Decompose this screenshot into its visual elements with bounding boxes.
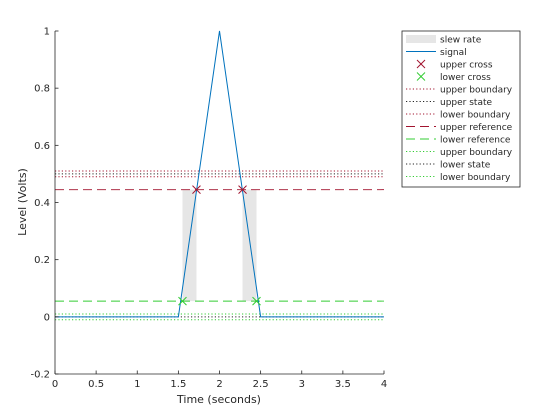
legend-label-8: lower reference — [440, 136, 511, 146]
legend-label-5: upper state — [440, 98, 492, 108]
legend-label-0: slew rate — [440, 36, 482, 46]
y-tick-label-3: 0.4 — [34, 198, 50, 209]
legend-label-10: lower state — [440, 161, 491, 171]
legend-label-3: lower cross — [440, 73, 491, 83]
x-tick-label-4: 2 — [216, 379, 222, 390]
legend-swatch-0 — [406, 35, 436, 43]
y-tick-label-5: 0.8 — [34, 84, 50, 95]
x-tick-label-1: 0.5 — [88, 379, 104, 390]
upper-cross-marker-1-stroke-b — [238, 185, 247, 194]
upper-cross-marker-0-stroke-b — [192, 185, 201, 194]
legend-label-2: upper cross — [440, 61, 493, 71]
legend-entry-2: upper cross — [416, 59, 493, 71]
y-tick-label-2: 0.2 — [34, 255, 50, 266]
y-tick-label-0: -0.2 — [30, 370, 50, 381]
y-tick-label-6: 1 — [44, 27, 50, 38]
legend-entry-0: slew rate — [406, 35, 482, 46]
legend-marker-3-stroke-b — [416, 72, 426, 81]
x-tick-label-6: 3 — [299, 379, 305, 390]
legend-label-7: upper reference — [440, 123, 513, 133]
legend-label-11: lower boundary — [440, 173, 511, 183]
legend-entry-7: upper reference — [406, 123, 513, 133]
y-tick-label-1: 0 — [44, 312, 50, 323]
legend-entry-9: upper boundary — [406, 148, 513, 158]
legend-marker-2-stroke-b — [416, 59, 426, 69]
legend-entry-3: lower cross — [416, 72, 491, 83]
x-tick-label-8: 4 — [381, 379, 387, 390]
plot-area — [55, 30, 384, 321]
legend-entry-11: lower boundary — [406, 173, 511, 183]
legend-entry-8: lower reference — [406, 136, 511, 146]
legend-entry-4: upper boundary — [406, 86, 513, 96]
legend-label-4: upper boundary — [440, 86, 513, 96]
legend-box — [401, 30, 521, 188]
x-axis-label: Time (seconds) — [176, 393, 261, 406]
x-tick-label-5: 2.5 — [253, 379, 269, 390]
x-tick-label-0: 0 — [52, 379, 58, 390]
legend-entry-10: lower state — [406, 161, 491, 171]
legend-entry-5: upper state — [406, 98, 492, 108]
legend-marker-3 — [416, 72, 426, 81]
legend-entry-1: signal — [406, 48, 467, 58]
legend-label-1: signal — [440, 48, 467, 58]
lower-cross-marker-0-stroke-b — [178, 296, 187, 306]
legend-label-6: lower boundary — [440, 111, 511, 121]
y-axis-label: Level (Volts) — [16, 168, 29, 236]
x-tick-label-2: 1 — [134, 379, 140, 390]
legend-label-9: upper boundary — [440, 148, 513, 158]
legend-entry-6: lower boundary — [406, 111, 511, 121]
lower-cross-marker-1 — [252, 296, 261, 306]
signal-line-0 — [55, 30, 384, 318]
lower-cross-marker-1-stroke-b — [252, 296, 261, 306]
lower-cross-marker-0 — [178, 296, 187, 306]
x-tick-label-7: 3.5 — [335, 379, 351, 390]
axes: 0 0.5 1 1.5 2 2.5 3 3.5 4-0.200.20.40.60.81 — [30, 27, 387, 391]
upper-cross-marker-1 — [238, 185, 247, 194]
x-tick-label-3: 1.5 — [170, 379, 186, 390]
upper-cross-marker-0 — [192, 185, 201, 194]
legend: slew rate signal upper cross lower cross upp… — [401, 30, 521, 188]
legend-marker-2 — [416, 59, 426, 69]
y-tick-label-4: 0.6 — [34, 141, 50, 152]
